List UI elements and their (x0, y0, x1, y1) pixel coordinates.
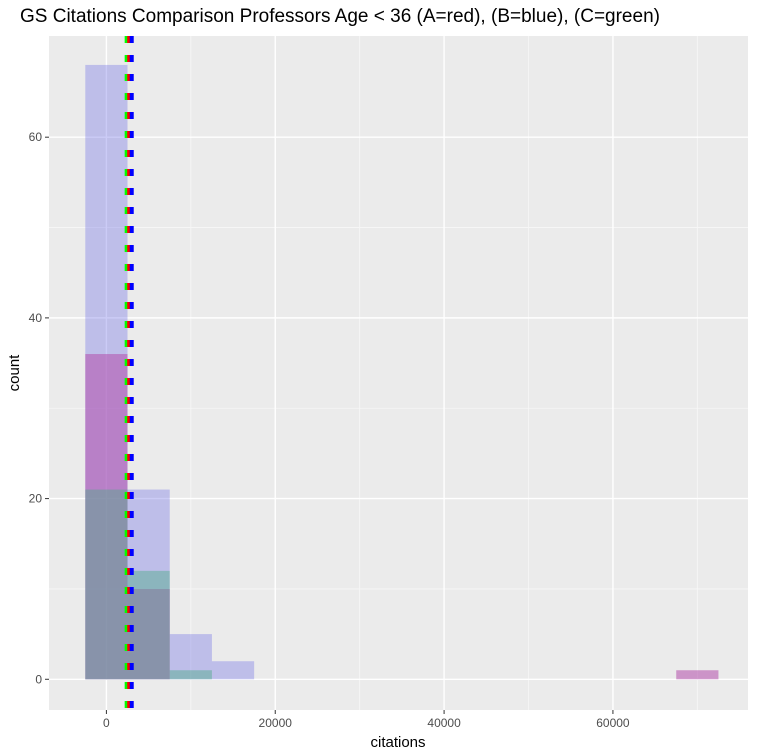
bar-group-c (85, 489, 128, 680)
bar-group-a (676, 670, 719, 680)
y-tick-label: 60 (29, 130, 43, 144)
y-tick-label: 0 (35, 672, 42, 686)
y-axis-title: count (6, 354, 23, 392)
x-tick-label: 40000 (427, 716, 461, 730)
bar-group-c (127, 570, 170, 680)
x-axis-title: citations (370, 734, 425, 751)
x-tick-label: 0 (103, 716, 110, 730)
y-tick-label: 20 (29, 492, 43, 506)
x-tick-label: 20000 (259, 716, 293, 730)
y-tick-label: 40 (29, 311, 43, 325)
axes: 0 20000 40000 60000 0 20 40 60 (29, 130, 630, 730)
chart-title: GS Citations Comparison Professors Age <… (20, 6, 660, 27)
bar-group-c (169, 670, 212, 680)
bar-group-a (85, 354, 128, 680)
bar-group-b (211, 661, 255, 680)
bar-group-a (127, 588, 170, 680)
bars (85, 64, 719, 680)
bar-group-b (169, 634, 212, 680)
x-tick-label: 60000 (596, 716, 630, 730)
